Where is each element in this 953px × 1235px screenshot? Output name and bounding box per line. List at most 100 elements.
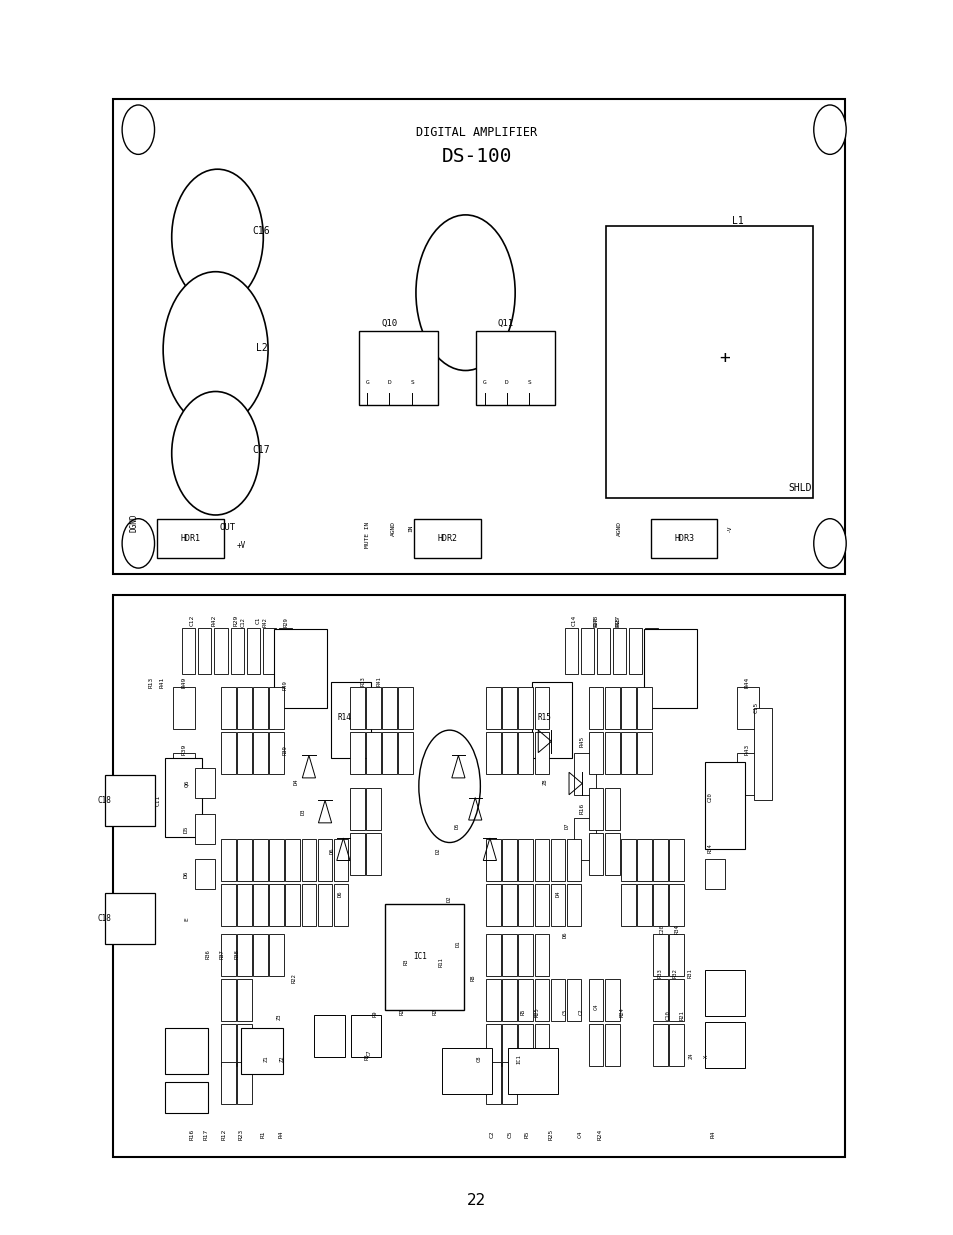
Bar bbox=[534, 732, 549, 774]
Text: OUT: OUT bbox=[219, 522, 235, 532]
Bar bbox=[269, 883, 284, 926]
Bar bbox=[486, 979, 500, 1021]
Bar bbox=[262, 627, 275, 674]
Bar bbox=[588, 788, 603, 830]
Bar bbox=[358, 331, 437, 405]
Text: IN: IN bbox=[408, 525, 413, 532]
Text: L1: L1 bbox=[731, 216, 742, 226]
Bar bbox=[550, 979, 565, 1021]
Bar bbox=[366, 687, 380, 729]
Bar bbox=[317, 839, 332, 881]
Bar bbox=[221, 732, 235, 774]
Text: R37: R37 bbox=[220, 948, 225, 958]
Bar bbox=[604, 687, 618, 729]
Text: D7: D7 bbox=[564, 823, 569, 829]
Ellipse shape bbox=[813, 519, 845, 568]
Bar bbox=[301, 883, 316, 926]
Text: Z8: Z8 bbox=[541, 778, 547, 785]
Bar bbox=[517, 934, 533, 976]
Text: D4: D4 bbox=[555, 890, 560, 898]
Bar bbox=[165, 1082, 208, 1114]
Bar bbox=[580, 627, 594, 674]
Bar bbox=[165, 758, 202, 837]
Bar bbox=[486, 687, 500, 729]
Bar bbox=[534, 883, 549, 926]
Bar bbox=[221, 1062, 235, 1104]
Text: R27: R27 bbox=[615, 614, 620, 626]
Text: R17: R17 bbox=[204, 1129, 209, 1140]
Text: D6: D6 bbox=[330, 847, 335, 855]
Bar bbox=[502, 1024, 517, 1066]
Bar bbox=[669, 1024, 683, 1066]
Bar bbox=[604, 788, 618, 830]
Bar bbox=[269, 934, 284, 976]
Text: C20: C20 bbox=[659, 925, 664, 935]
Bar bbox=[534, 687, 549, 729]
Bar bbox=[704, 969, 744, 1015]
Bar bbox=[247, 627, 259, 674]
Bar bbox=[382, 732, 396, 774]
Bar bbox=[237, 1024, 252, 1066]
Bar bbox=[588, 832, 603, 876]
Text: R3: R3 bbox=[403, 958, 408, 965]
Text: R45: R45 bbox=[579, 736, 584, 747]
Text: DS-100: DS-100 bbox=[441, 147, 512, 167]
Bar bbox=[653, 1024, 667, 1066]
Bar bbox=[237, 687, 252, 729]
Text: D2: D2 bbox=[447, 895, 452, 902]
Text: R14: R14 bbox=[336, 713, 351, 721]
Ellipse shape bbox=[418, 730, 480, 842]
Text: G: G bbox=[365, 380, 369, 385]
Text: R2: R2 bbox=[399, 1009, 404, 1015]
Text: C4: C4 bbox=[593, 1003, 598, 1010]
Text: DIGITAL AMPLIFIER: DIGITAL AMPLIFIER bbox=[416, 126, 537, 138]
Bar bbox=[334, 883, 348, 926]
Text: -V: -V bbox=[726, 525, 731, 532]
Text: R48: R48 bbox=[593, 614, 598, 626]
Text: R31: R31 bbox=[687, 968, 692, 978]
Text: X: X bbox=[702, 1055, 708, 1057]
Bar bbox=[476, 331, 555, 405]
Bar bbox=[157, 519, 224, 558]
Text: Z2: Z2 bbox=[280, 1056, 285, 1062]
Bar bbox=[301, 839, 316, 881]
Ellipse shape bbox=[163, 272, 268, 427]
Bar bbox=[643, 629, 696, 708]
Bar bbox=[736, 752, 758, 795]
Bar bbox=[502, 883, 517, 926]
Ellipse shape bbox=[172, 391, 259, 515]
Text: HDR1: HDR1 bbox=[181, 534, 200, 543]
Text: R24: R24 bbox=[618, 1008, 623, 1018]
Bar bbox=[285, 839, 300, 881]
Text: R49: R49 bbox=[283, 680, 288, 690]
Bar bbox=[366, 732, 380, 774]
Bar bbox=[385, 904, 464, 1010]
Ellipse shape bbox=[122, 519, 154, 568]
Text: C5: C5 bbox=[507, 1131, 512, 1139]
Bar bbox=[237, 934, 252, 976]
Text: S: S bbox=[410, 380, 414, 385]
Text: D2: D2 bbox=[436, 847, 440, 855]
Bar bbox=[317, 883, 332, 926]
Bar bbox=[237, 883, 252, 926]
Bar bbox=[653, 883, 667, 926]
Bar bbox=[486, 934, 500, 976]
Bar bbox=[597, 627, 609, 674]
Bar bbox=[253, 732, 268, 774]
Text: HDR2: HDR2 bbox=[437, 534, 456, 543]
Ellipse shape bbox=[172, 169, 263, 305]
Text: E: E bbox=[184, 918, 189, 921]
Bar bbox=[637, 883, 651, 926]
Text: D5: D5 bbox=[454, 823, 459, 829]
Text: R43: R43 bbox=[743, 745, 749, 756]
Bar bbox=[486, 883, 500, 926]
Bar bbox=[704, 762, 744, 850]
Bar bbox=[753, 708, 771, 800]
Bar bbox=[517, 732, 533, 774]
Bar bbox=[669, 839, 683, 881]
Text: Z1: Z1 bbox=[264, 1056, 269, 1062]
Text: R42: R42 bbox=[211, 614, 216, 626]
Text: C10: C10 bbox=[665, 1010, 670, 1020]
Bar bbox=[637, 732, 651, 774]
Text: S: S bbox=[527, 380, 531, 385]
